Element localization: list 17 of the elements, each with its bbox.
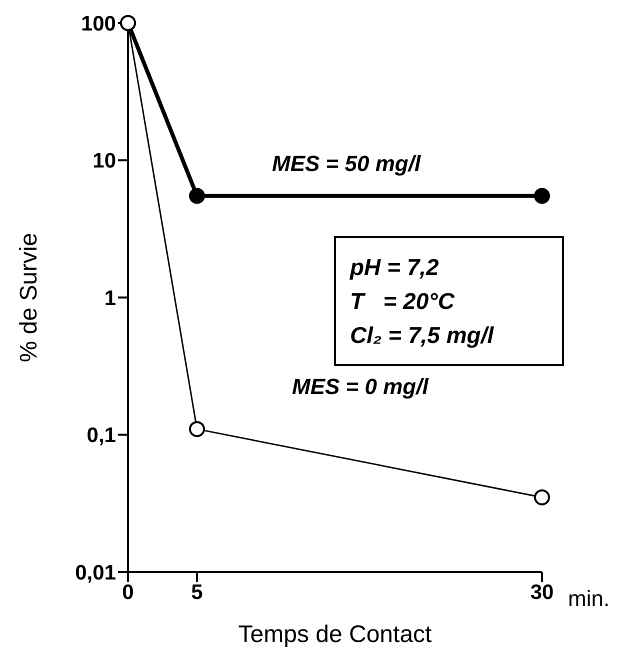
annotation: pH = 7,2 bbox=[350, 253, 440, 282]
x-tick-label: 5 bbox=[191, 580, 204, 604]
y-tick-label: 100 bbox=[80, 12, 116, 36]
annotation: T = 20°C bbox=[350, 287, 456, 316]
x-tick-label: 30 bbox=[530, 580, 554, 604]
x-axis-title: Temps de Contact bbox=[238, 621, 432, 648]
y-tick-label: 0,1 bbox=[86, 424, 116, 448]
y-axis-title: % de Survie bbox=[16, 232, 43, 362]
series-label: MES = 50 mg/l bbox=[272, 150, 422, 176]
y-tick-label: 1 bbox=[104, 286, 116, 310]
x-tick-label: 0 bbox=[122, 580, 134, 604]
text: MES = 0 mg/l bbox=[292, 374, 430, 400]
text: min. bbox=[568, 586, 610, 612]
y-tick-label: 10 bbox=[92, 150, 116, 173]
text-frame: pH = 7,2 T = 20°C Cl₂ = 7,5 mg/l bbox=[334, 236, 564, 366]
annotation: Cl₂ = 7,5 mg/l bbox=[350, 321, 495, 350]
y-tick-label: 0,01 bbox=[75, 561, 116, 584]
